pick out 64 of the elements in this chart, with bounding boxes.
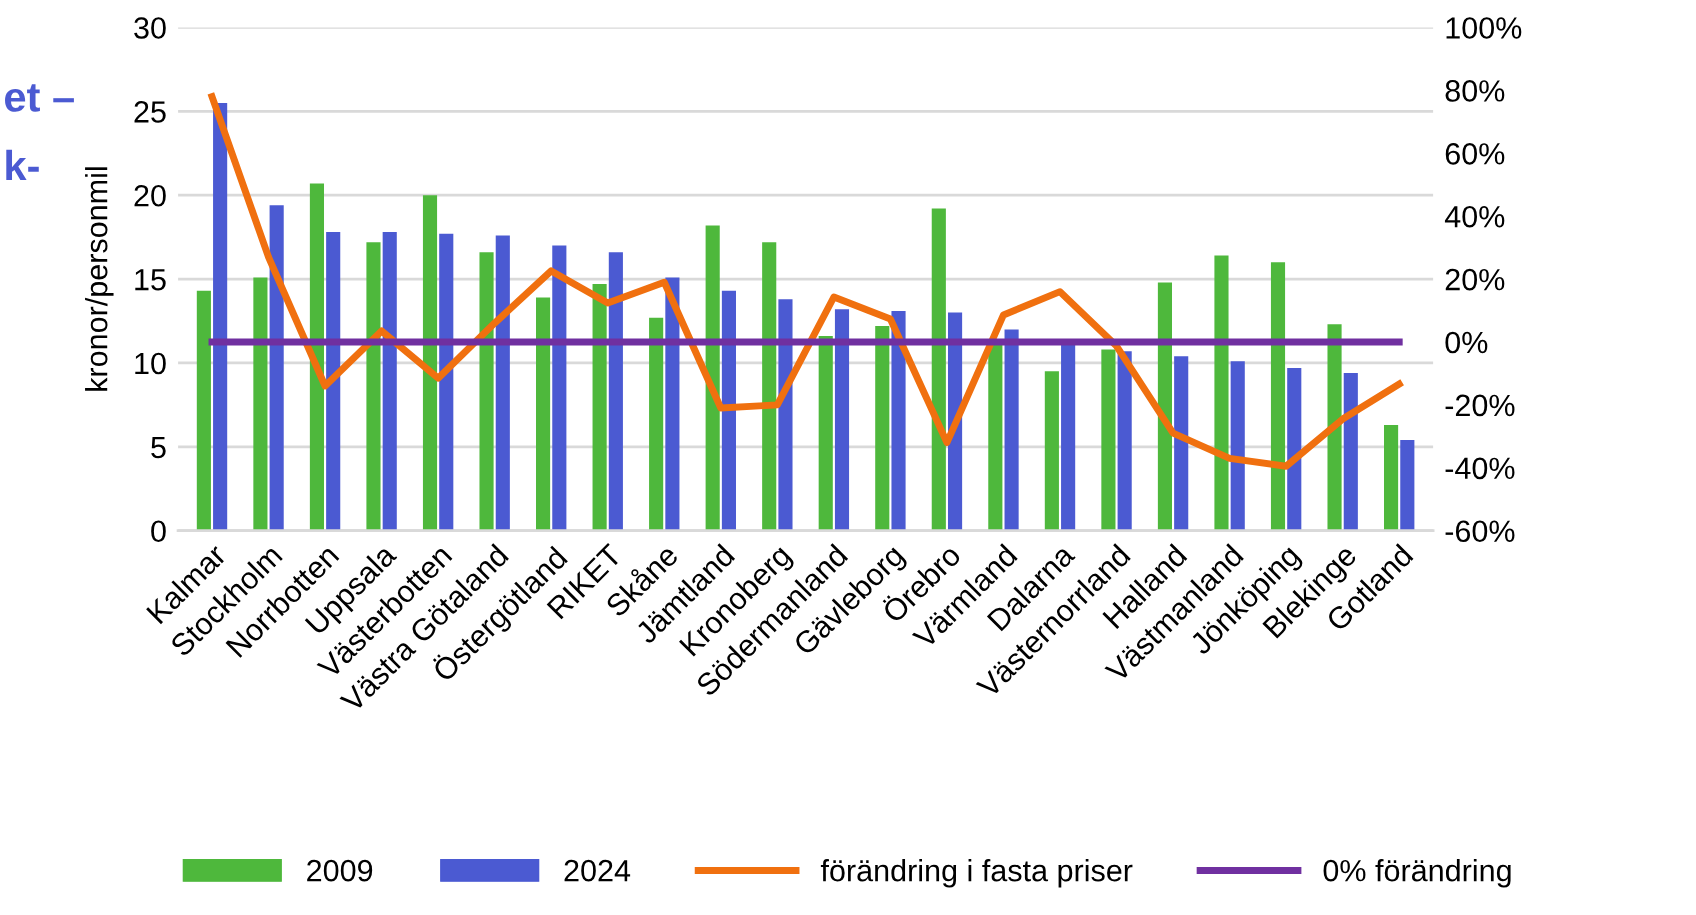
y-tick-label: 20 bbox=[134, 184, 166, 207]
bar bbox=[762, 242, 777, 531]
y2-tick-label: -40% bbox=[1445, 457, 1515, 480]
bar bbox=[931, 208, 946, 531]
y-tick-label: 10 bbox=[135, 352, 166, 375]
bar bbox=[1101, 349, 1116, 531]
bar bbox=[721, 290, 736, 531]
bar bbox=[1214, 255, 1229, 531]
bar bbox=[1044, 371, 1059, 531]
bar bbox=[1230, 361, 1245, 531]
bar bbox=[665, 277, 680, 531]
bar bbox=[213, 102, 228, 531]
bar bbox=[196, 290, 211, 531]
bar bbox=[834, 309, 850, 531]
bar bbox=[366, 242, 381, 531]
bar bbox=[1157, 282, 1173, 531]
bar bbox=[253, 277, 268, 531]
bar bbox=[1343, 373, 1358, 531]
bar bbox=[495, 235, 510, 531]
bar bbox=[269, 205, 284, 531]
bar bbox=[479, 252, 494, 531]
bar bbox=[1384, 425, 1399, 531]
legend-label: 2009 bbox=[307, 859, 373, 882]
bar bbox=[875, 326, 890, 531]
y-axis-title: kronor/personmil bbox=[85, 167, 114, 391]
bar bbox=[1270, 262, 1286, 531]
bar bbox=[1004, 329, 1019, 531]
bar bbox=[422, 195, 438, 531]
bar bbox=[705, 225, 720, 531]
y-tick-label: 5 bbox=[151, 436, 166, 459]
legend-label: 0% förändring bbox=[1323, 859, 1511, 888]
bar bbox=[608, 252, 623, 531]
bar bbox=[818, 336, 833, 531]
bar bbox=[1327, 324, 1342, 531]
y2-tick-label: 100% bbox=[1446, 17, 1522, 39]
bar bbox=[1117, 351, 1132, 531]
y2-tick-label: 20% bbox=[1445, 268, 1505, 291]
y-tick-label: 0 bbox=[151, 520, 166, 543]
bar bbox=[536, 297, 551, 531]
y2-tick-label: -20% bbox=[1445, 394, 1515, 417]
bar bbox=[1174, 356, 1189, 531]
legend-label: 2024 bbox=[564, 859, 631, 882]
legend-label: förändring i fasta priser bbox=[820, 859, 1133, 888]
y-tick-label: 25 bbox=[134, 101, 166, 123]
bar bbox=[891, 310, 906, 531]
bar bbox=[778, 299, 793, 531]
bar bbox=[592, 284, 607, 531]
y2-tick-label: 0% bbox=[1445, 331, 1488, 354]
bar bbox=[1287, 367, 1302, 531]
bar bbox=[309, 183, 325, 531]
y-tick-label: 15 bbox=[135, 269, 166, 291]
bar bbox=[382, 232, 397, 531]
y2-tick-label: 80% bbox=[1445, 80, 1505, 102]
text: k- bbox=[6, 149, 39, 181]
text: et – bbox=[5, 84, 74, 112]
y2-tick-label: 60% bbox=[1445, 143, 1505, 165]
y-tick-label: 30 bbox=[134, 17, 166, 39]
bar bbox=[552, 245, 567, 531]
bar bbox=[439, 233, 454, 531]
bar bbox=[326, 232, 341, 531]
y2-tick-label: 40% bbox=[1444, 205, 1505, 228]
y2-tick-label: -60% bbox=[1445, 520, 1515, 543]
bar bbox=[1400, 440, 1415, 531]
bar bbox=[649, 317, 664, 531]
